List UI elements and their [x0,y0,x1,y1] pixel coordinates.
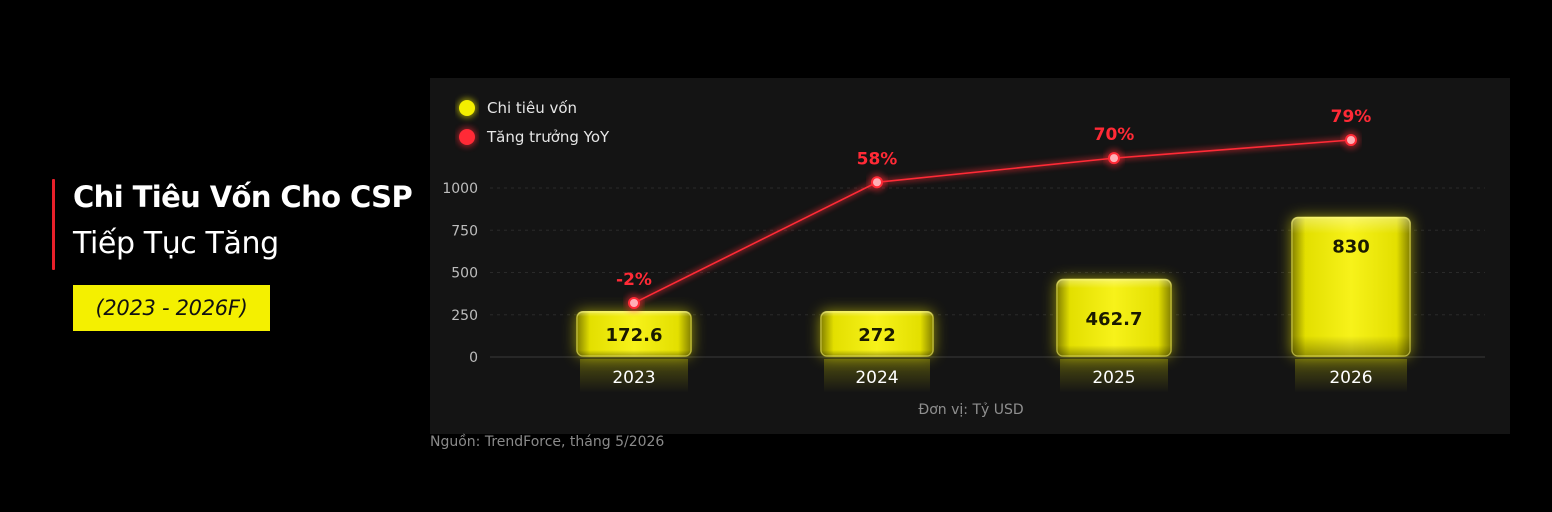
bar-outline [820,311,934,357]
x-tick-label: 2025 [1092,368,1135,388]
x-axis-label: Đơn vị: Tỷ USD [918,402,1023,418]
growth-point-2023 [628,297,640,309]
growth-point-2024 [871,176,883,189]
bar-value-label: 272 [858,325,896,346]
bar-shade [576,311,692,357]
x-tick-label: 2026 [1329,368,1372,388]
x-tick-label: 2024 [855,368,898,388]
bar-value-label: 172.6 [606,325,663,346]
bar-reflection [580,359,688,393]
legend-swatch-growth [459,129,475,145]
growth-value-label: -2% [616,270,652,290]
bar-shade [1056,278,1172,357]
bar-shade [1291,216,1411,357]
y-tick-label: 250 [451,308,478,324]
bar-value-label: 830 [1332,237,1370,258]
growth-line-glow [633,138,1352,305]
chart-svg: 0 250 500 750 1000 Chi tiêu vốn Tăng trưởng Y… [442,98,1485,418]
growth-value-label: 79% [1331,107,1372,127]
chart-panel: 0 250 500 750 1000 Chi tiêu vốn Tăng trưởng Y… [430,78,1510,434]
growth-value-label: 58% [857,149,898,169]
chart-subtitle: Tiếp Tục Tăng [73,226,279,261]
legend-label: Chi tiêu vốn [487,99,577,117]
y-tick-label: 500 [451,266,478,282]
bar-reflection [1060,359,1168,393]
growth-value-label: 70% [1094,125,1135,145]
y-tick-label: 750 [451,223,478,239]
y-tick-label: 0 [469,350,478,366]
bar-reflection [1295,359,1407,393]
y-tick-label: 1000 [442,181,478,197]
legend-swatch-capex [459,100,475,116]
bar-reflection [824,359,930,393]
bar-value-label: 462.7 [1086,309,1143,330]
period-badge: (2023 - 2026F) [73,285,270,331]
growth-point-2025 [1108,152,1120,165]
bar-outline [1291,217,1411,357]
bar-outline [1056,279,1172,357]
growth-point-2026 [1345,134,1357,146]
x-tick-label: 2023 [612,368,655,388]
chart-title: Chi Tiêu Vốn Cho CSP [73,180,413,214]
bar-shade [820,311,934,357]
legend-label: Tăng trưởng YoY [486,128,610,146]
source-note: Nguồn: TrendForce, tháng 5/2026 [430,434,665,450]
accent-bar [52,179,55,270]
growth-line [633,139,1352,304]
